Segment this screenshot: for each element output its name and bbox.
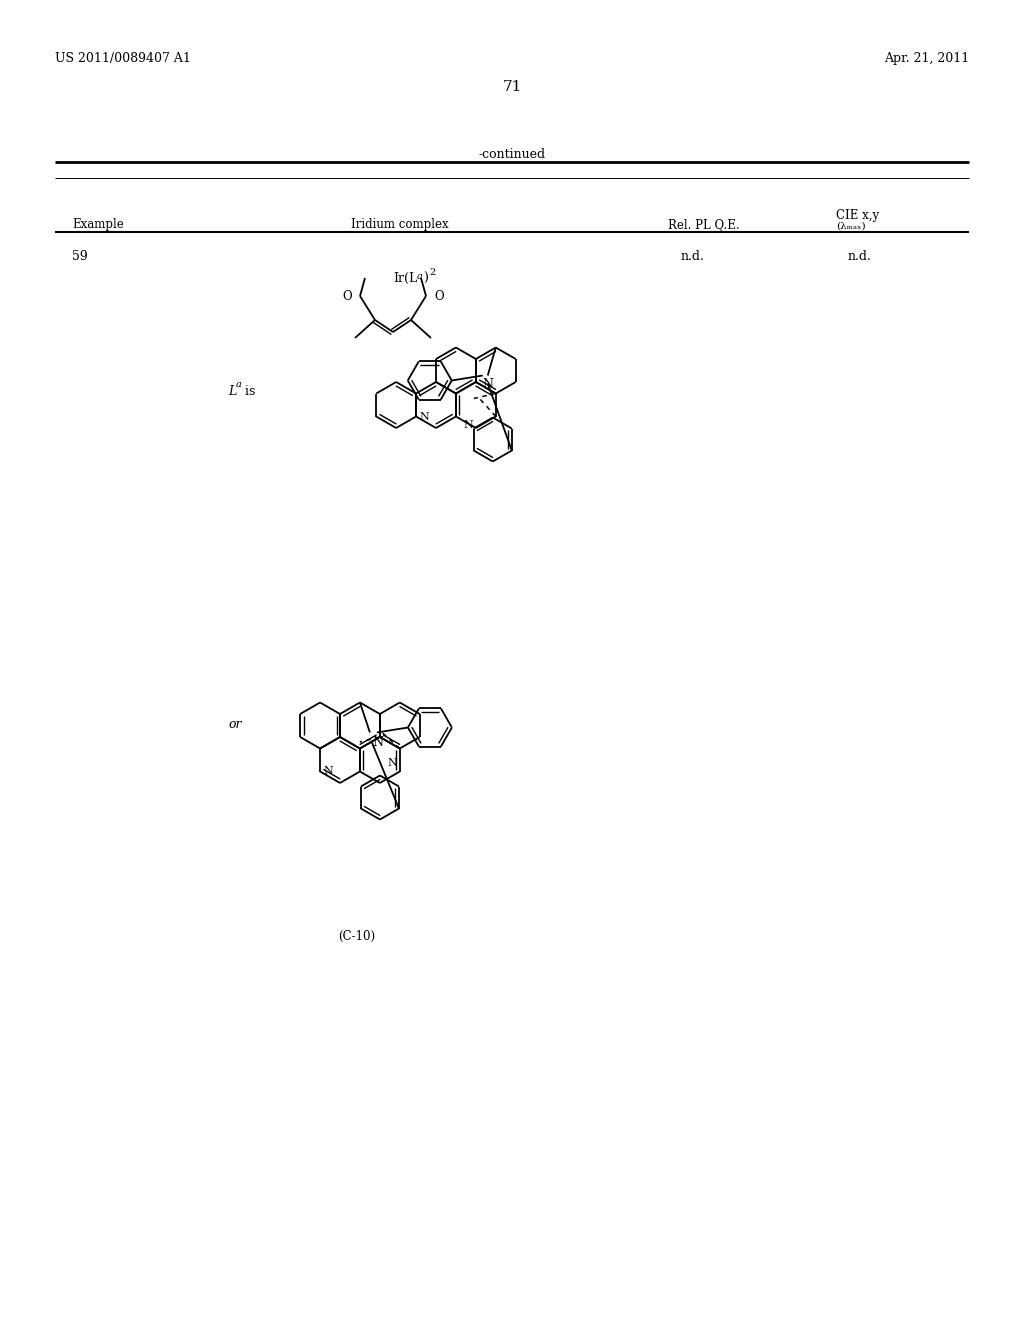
- Text: N: N: [482, 379, 494, 392]
- Text: N: N: [324, 767, 333, 776]
- Text: (λₘₐₓ): (λₘₐₓ): [836, 222, 865, 231]
- Text: N: N: [387, 759, 396, 768]
- Text: -continued: -continued: [478, 148, 546, 161]
- Text: Apr. 21, 2011: Apr. 21, 2011: [884, 51, 969, 65]
- Text: n.d.: n.d.: [848, 249, 871, 263]
- Text: CIE x,y: CIE x,y: [836, 209, 880, 222]
- Text: Example: Example: [72, 218, 124, 231]
- Text: N: N: [419, 412, 429, 421]
- Text: a: a: [236, 380, 242, 389]
- Text: ): ): [423, 272, 428, 285]
- Text: 2: 2: [429, 268, 435, 277]
- Text: 71: 71: [503, 81, 521, 94]
- Text: is: is: [241, 385, 255, 399]
- Text: Rel. PL Q.E.: Rel. PL Q.E.: [668, 218, 739, 231]
- Text: US 2011/0089407 A1: US 2011/0089407 A1: [55, 51, 190, 65]
- Text: Iridium complex: Iridium complex: [351, 218, 449, 231]
- Text: N: N: [372, 735, 383, 748]
- Text: a: a: [417, 272, 423, 281]
- Text: L: L: [228, 385, 237, 399]
- Text: or: or: [228, 718, 242, 731]
- Text: n.d.: n.d.: [681, 249, 705, 263]
- Text: O: O: [434, 289, 443, 302]
- Text: (C-10): (C-10): [338, 931, 375, 942]
- Text: 59: 59: [72, 249, 88, 263]
- Text: Ir(L: Ir(L: [393, 272, 417, 285]
- Text: O: O: [342, 289, 352, 302]
- Text: N: N: [463, 420, 473, 430]
